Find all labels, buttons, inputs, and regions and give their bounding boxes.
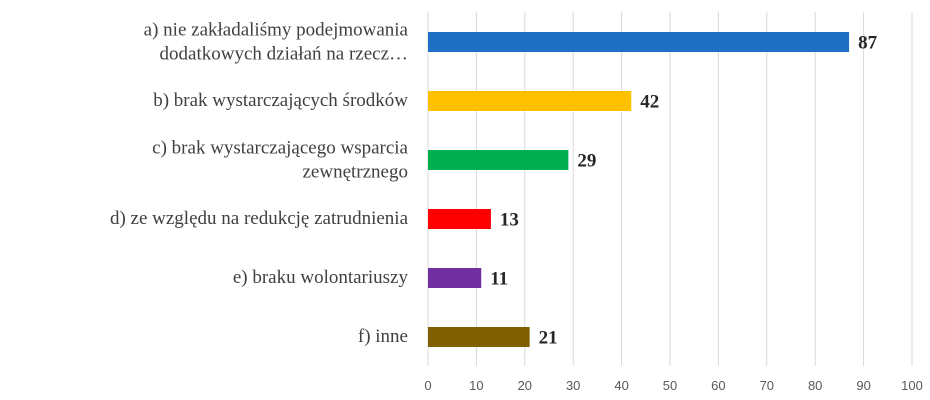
value-label: 11: [490, 268, 508, 289]
bar: [428, 150, 569, 170]
x-tick-label: 30: [566, 378, 580, 393]
bar: [428, 268, 482, 288]
category-label: c) brak wystarczającego wsparcia zewnętr…: [152, 137, 408, 182]
value-label: 42: [640, 91, 659, 112]
category-label: f) inne: [357, 326, 408, 348]
x-tick-label: 0: [424, 378, 431, 393]
value-label: 21: [539, 327, 558, 348]
category-label: d) ze względu na redukcję zatrudnienia: [109, 208, 408, 230]
x-tick-label: 10: [469, 378, 483, 393]
category-label: a) nie zakładaliśmy podejmowania dodatko…: [143, 19, 408, 64]
x-tick-label: 50: [663, 378, 677, 393]
x-tick-label: 80: [808, 378, 822, 393]
x-tick-label: 100: [901, 378, 923, 393]
category-label: e) braku wolontariuszy: [232, 267, 408, 289]
value-label: 13: [500, 209, 519, 230]
x-tick-label: 40: [614, 378, 628, 393]
bar: [428, 32, 850, 52]
value-label: 29: [577, 150, 596, 171]
x-tick-label: 90: [856, 378, 870, 393]
bar: [428, 91, 632, 111]
x-tick-label: 20: [518, 378, 532, 393]
bar: [428, 209, 491, 229]
category-label: b) brak wystarczających środków: [153, 90, 408, 112]
x-tick-label: 70: [760, 378, 774, 393]
bar: [428, 327, 530, 347]
x-tick-label: 60: [711, 378, 725, 393]
value-label: 87: [858, 32, 878, 53]
